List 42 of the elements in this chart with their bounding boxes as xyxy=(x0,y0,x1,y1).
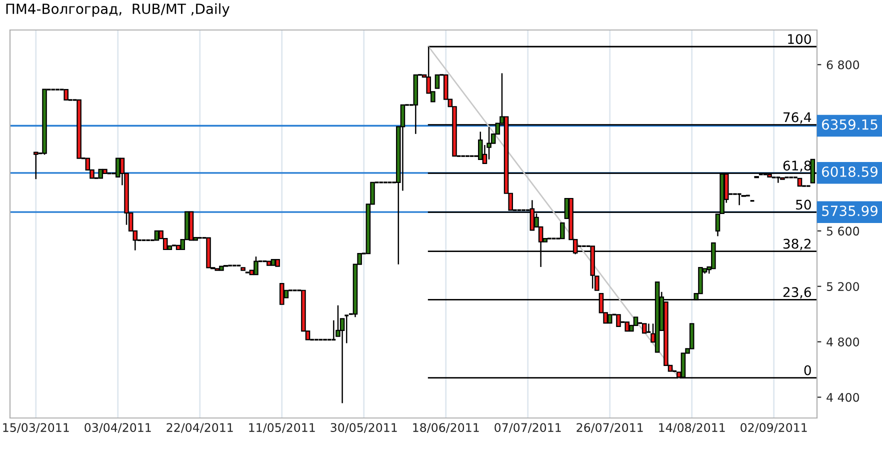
x-tick-label: 02/09/2011 xyxy=(740,423,807,433)
candlestick xyxy=(154,230,160,241)
y-tick-label: 4 400 xyxy=(826,392,860,402)
y-tick-label: 5 200 xyxy=(826,282,860,292)
ref-line-label: 5735.99 xyxy=(822,206,878,216)
candlestick xyxy=(434,74,440,89)
candlestick xyxy=(775,176,781,184)
y-tick-label: 5 600 xyxy=(826,226,860,236)
x-tick-label: 03/04/2011 xyxy=(84,423,151,433)
ref-line-label: 6359.15 xyxy=(822,119,878,130)
candlestick xyxy=(344,314,350,344)
candlestick xyxy=(624,322,630,332)
x-tick-label: 18/06/2011 xyxy=(413,423,479,433)
candlestick xyxy=(279,283,284,305)
annotation: 76,4 xyxy=(784,112,812,124)
annotation: 0 xyxy=(804,365,811,376)
annotation: 100 xyxy=(788,34,811,44)
x-tick-label: 26/07/2011 xyxy=(576,423,643,433)
annotation: 23,6 xyxy=(783,287,811,298)
candlestick xyxy=(254,256,258,276)
candlestick xyxy=(330,320,336,341)
y-tick-label: 6 800 xyxy=(826,60,860,70)
candlestick xyxy=(478,131,483,160)
x-tick-label: 14/08/2011 xyxy=(659,423,725,433)
candlestick xyxy=(642,323,647,334)
candlestick xyxy=(34,151,38,180)
x-tick-label: 15/03/2011 xyxy=(3,423,69,433)
candlestick xyxy=(560,222,565,240)
candlestick xyxy=(616,314,621,327)
x-tick-label: 22/04/2011 xyxy=(166,423,233,433)
annotation: 61,8 xyxy=(783,160,811,172)
annotation: 50 xyxy=(796,200,811,210)
x-tick-label: 30/05/2011 xyxy=(330,423,397,433)
ref-line-label: 6018.59 xyxy=(822,166,878,177)
candlestick xyxy=(736,193,742,206)
x-tick-label: 07/07/2011 xyxy=(494,423,561,433)
y-tick-label: 4 800 xyxy=(826,338,860,346)
annotation: 38,2 xyxy=(783,238,810,250)
candlestick xyxy=(400,104,406,192)
x-tick-label: 11/05/2011 xyxy=(249,423,315,433)
chart-title: ПМ4-Волгоград, RUB/MT ,Daily xyxy=(6,3,230,17)
candlestick xyxy=(64,89,68,101)
